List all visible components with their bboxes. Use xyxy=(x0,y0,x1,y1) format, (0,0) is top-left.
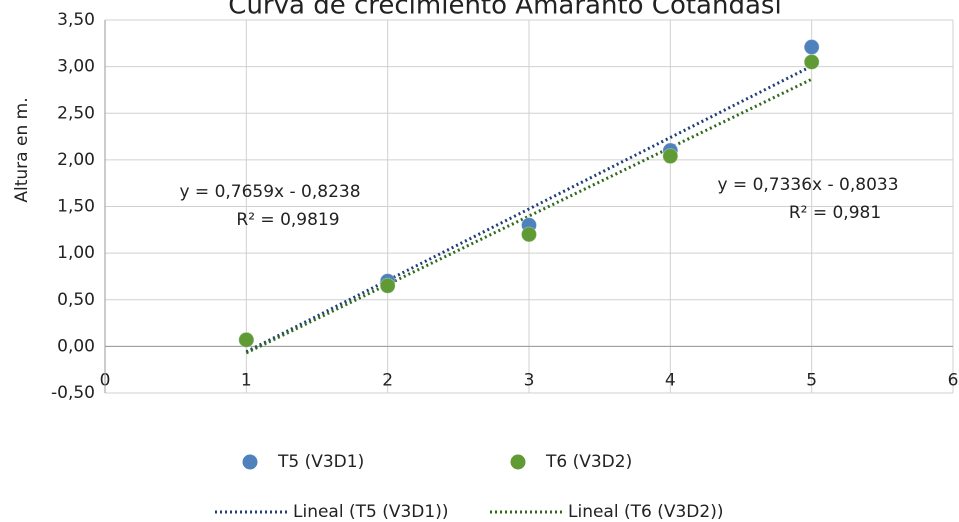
legend-label: T5 (V3D1) xyxy=(277,452,364,472)
trendline xyxy=(245,64,813,354)
chart-title: Curva de crecimiento Amaranto Cotandasi xyxy=(228,0,781,21)
y-tick-label: 3,00 xyxy=(57,57,95,77)
legend-label: Lineal (T5 (V3D1)) xyxy=(293,502,448,522)
y-tick-label: 0,00 xyxy=(57,336,95,356)
y-axis-label: Altura en m. xyxy=(12,97,32,202)
point xyxy=(521,226,537,243)
legend-marker xyxy=(510,454,526,470)
point xyxy=(803,39,820,56)
x-tick-label: 2 xyxy=(382,370,393,390)
point xyxy=(803,53,820,70)
trendline-equation: y = 0,7659x - 0,8238 xyxy=(179,182,360,202)
point xyxy=(379,277,396,294)
y-tick-label: 2,50 xyxy=(57,103,95,123)
legend-marker xyxy=(242,454,258,470)
point xyxy=(238,331,255,348)
y-tick-label: 1,50 xyxy=(57,197,95,217)
legend-label: T6 (V3D2) xyxy=(545,452,632,472)
y-tick-label: 1,00 xyxy=(57,243,95,263)
legend-label: Lineal (T6 (V3D2)) xyxy=(568,502,723,522)
trendline-r2: R² = 0,981 xyxy=(789,203,881,223)
y-tick-label: 2,00 xyxy=(57,150,95,170)
trendline-equation: y = 0,7336x - 0,8033 xyxy=(717,175,898,195)
trendline-r2: R² = 0,9819 xyxy=(236,210,339,230)
x-tick-label: 3 xyxy=(524,370,535,390)
y-tick-label: -0,50 xyxy=(51,383,95,403)
x-tick-label: 4 xyxy=(665,370,676,390)
y-tick-label: 3,50 xyxy=(57,10,95,30)
x-tick-label: 1 xyxy=(241,370,252,390)
x-tick-label: 5 xyxy=(806,370,817,390)
x-tick-label: 6 xyxy=(948,370,959,390)
point xyxy=(662,148,679,165)
y-tick-label: 0,50 xyxy=(57,290,95,310)
